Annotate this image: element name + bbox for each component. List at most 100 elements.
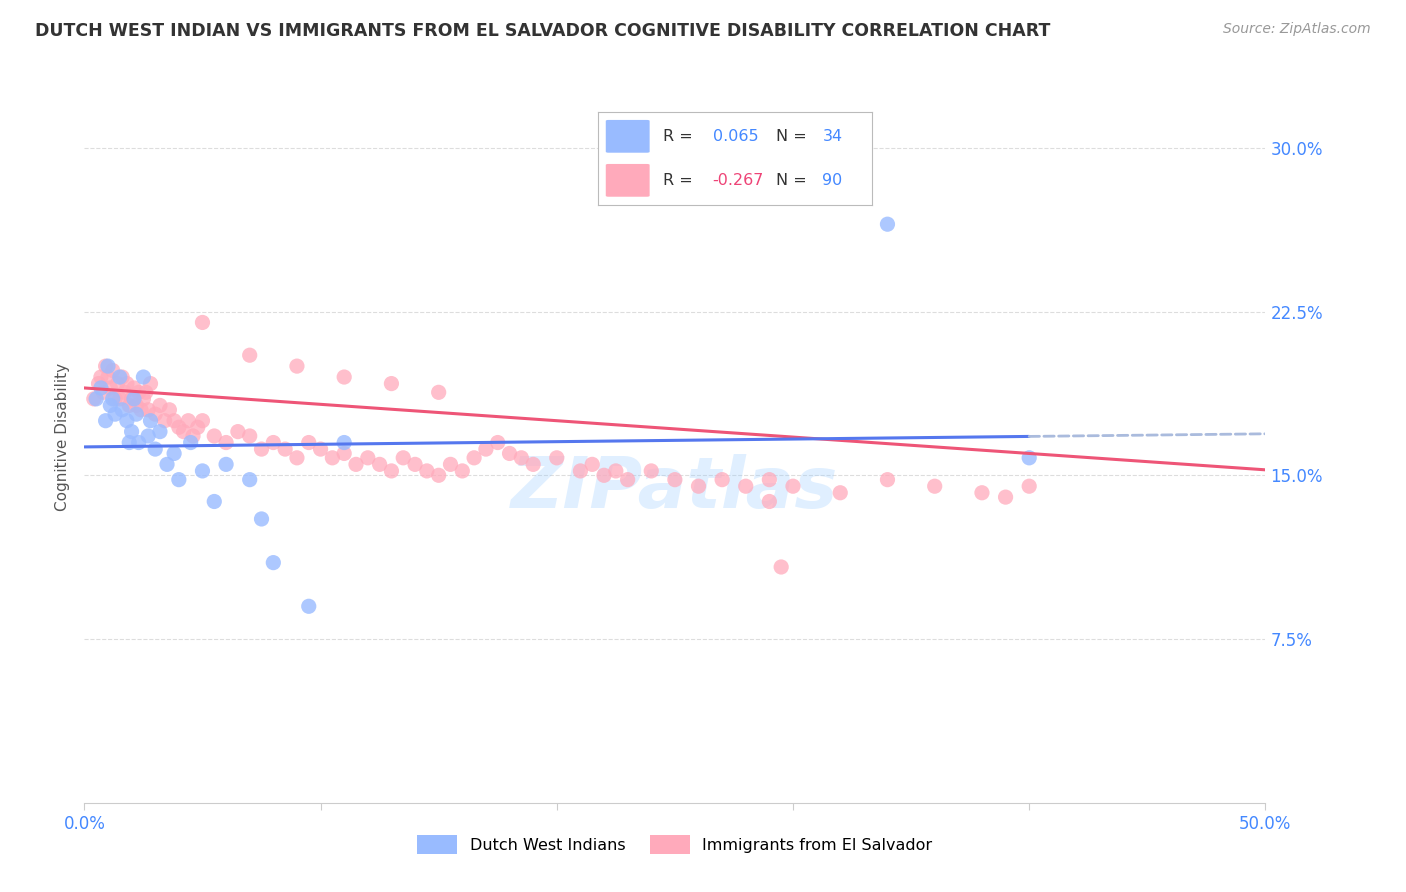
Point: [569, 464, 592, 478]
Point: [510, 450, 533, 465]
Point: [118, 435, 141, 450]
Point: [640, 464, 662, 478]
Point: [321, 450, 343, 465]
Point: [605, 464, 627, 478]
Text: R =: R =: [664, 128, 699, 144]
Point: [486, 435, 509, 450]
Point: [108, 370, 131, 384]
Point: [115, 414, 138, 428]
Point: [167, 473, 190, 487]
Text: 34: 34: [823, 128, 842, 144]
Point: [101, 392, 124, 406]
Point: [163, 414, 186, 428]
Point: [416, 464, 439, 478]
Point: [309, 442, 332, 456]
Point: [758, 494, 780, 508]
Point: [463, 450, 485, 465]
Point: [711, 473, 734, 487]
Point: [107, 376, 129, 391]
Text: 90: 90: [823, 173, 842, 188]
Point: [830, 485, 852, 500]
Point: [876, 473, 898, 487]
Point: [111, 370, 134, 384]
Point: [758, 473, 780, 487]
Point: [250, 512, 273, 526]
Text: N =: N =: [776, 128, 811, 144]
Point: [128, 385, 150, 400]
Point: [104, 392, 127, 406]
Point: [98, 381, 121, 395]
Point: [173, 425, 195, 439]
Text: R =: R =: [664, 173, 699, 188]
Point: [664, 473, 686, 487]
Point: [153, 414, 176, 428]
Point: [439, 458, 461, 472]
Text: N =: N =: [776, 173, 811, 188]
Point: [427, 385, 450, 400]
Point: [139, 414, 162, 428]
Point: [475, 442, 498, 456]
Point: [181, 429, 204, 443]
Point: [94, 414, 117, 428]
Point: [163, 446, 186, 460]
Point: [191, 414, 214, 428]
Point: [129, 402, 152, 417]
Point: [380, 376, 402, 391]
Point: [451, 464, 474, 478]
Point: [97, 359, 120, 373]
Y-axis label: Cognitive Disability: Cognitive Disability: [55, 363, 70, 511]
Point: [90, 381, 112, 395]
Point: [135, 385, 157, 400]
Point: [333, 370, 356, 384]
Point: [122, 392, 145, 406]
Point: [344, 458, 367, 472]
Point: [143, 442, 166, 456]
Point: [191, 464, 214, 478]
Point: [239, 429, 262, 443]
Point: [994, 490, 1017, 504]
Point: [125, 407, 148, 421]
Point: [285, 450, 308, 465]
Point: [215, 458, 238, 472]
Point: [177, 414, 200, 428]
Point: [239, 348, 262, 362]
Point: [924, 479, 946, 493]
Point: [121, 392, 143, 406]
Point: [404, 458, 426, 472]
Point: [239, 473, 262, 487]
Point: [84, 392, 107, 406]
Point: [115, 376, 138, 391]
Point: [108, 392, 131, 406]
Point: [226, 425, 249, 439]
Point: [392, 450, 415, 465]
Point: [125, 399, 148, 413]
Point: [1018, 450, 1040, 465]
Point: [87, 376, 110, 391]
Point: [180, 435, 202, 450]
Point: [333, 435, 356, 450]
Text: DUTCH WEST INDIAN VS IMMIGRANTS FROM EL SALVADOR COGNITIVE DISABILITY CORRELATIO: DUTCH WEST INDIAN VS IMMIGRANTS FROM EL …: [35, 22, 1050, 40]
Text: ZIPatlas: ZIPatlas: [512, 454, 838, 523]
Point: [734, 479, 756, 493]
Text: Source: ZipAtlas.com: Source: ZipAtlas.com: [1223, 22, 1371, 37]
Point: [167, 420, 190, 434]
Point: [91, 385, 114, 400]
Point: [101, 363, 124, 377]
Point: [250, 442, 273, 456]
Point: [139, 376, 162, 391]
Point: [274, 442, 297, 456]
Point: [94, 359, 117, 373]
FancyBboxPatch shape: [606, 164, 650, 197]
Point: [711, 152, 734, 166]
Point: [498, 446, 520, 460]
Point: [191, 315, 214, 329]
Point: [285, 359, 308, 373]
FancyBboxPatch shape: [606, 120, 650, 153]
Point: [118, 399, 141, 413]
Point: [187, 420, 209, 434]
Legend: Dutch West Indians, Immigrants from El Salvador: Dutch West Indians, Immigrants from El S…: [411, 829, 939, 861]
Text: -0.267: -0.267: [713, 173, 763, 188]
Point: [876, 217, 898, 231]
Point: [970, 485, 993, 500]
Point: [782, 479, 804, 493]
